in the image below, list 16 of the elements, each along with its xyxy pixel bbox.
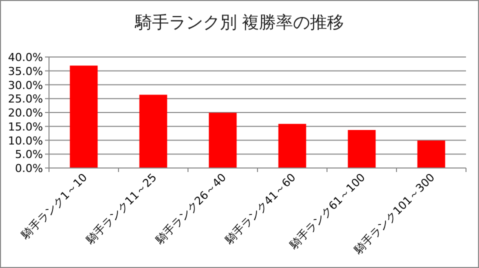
bar (70, 66, 98, 168)
y-tick-label: 25.0% (8, 92, 43, 106)
bar (278, 124, 306, 168)
bar (417, 140, 446, 168)
y-tick-label: 0.0% (15, 162, 43, 175)
bar (208, 112, 237, 168)
y-tick-label: 40.0% (8, 51, 43, 64)
bar (139, 94, 168, 168)
y-tick-label: 35.0% (8, 64, 43, 78)
y-tick-label: 30.0% (8, 78, 43, 92)
bar (348, 130, 376, 168)
y-tick-label: 10.0% (8, 134, 43, 148)
chart-title: 騎手ランク別 複勝率の推移 (134, 13, 344, 33)
y-tick-label: 20.0% (8, 106, 43, 120)
y-tick-label: 15.0% (8, 120, 43, 134)
y-tick-label: 5.0% (15, 148, 43, 162)
